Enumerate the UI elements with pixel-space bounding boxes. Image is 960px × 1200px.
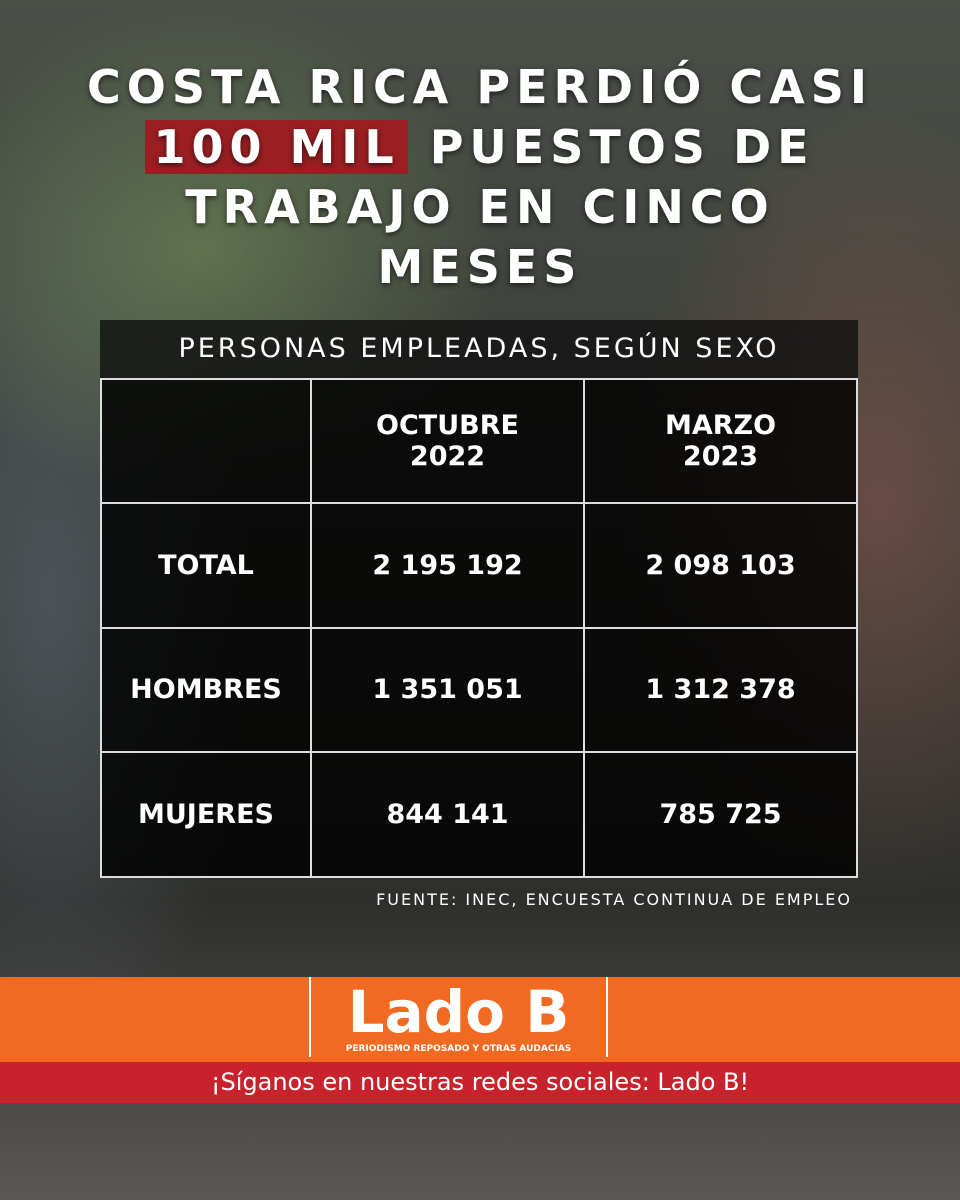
- source: FUENTE: INEC, ENCUESTA CONTINUA DE EMPLE…: [376, 890, 852, 909]
- cell: 1 312 378: [583, 626, 858, 754]
- cell: HOMBRES: [100, 626, 312, 754]
- title-line: TRABAJO EN CINCO: [185, 180, 775, 234]
- title-line: MESES: [377, 240, 583, 294]
- cell: 1 351 051: [310, 626, 585, 754]
- table: OCTUBRE 2022 MARZO 2023 TOTAL 2 195 192 2 09…: [100, 378, 858, 878]
- title-line: COSTA RICA PERDIÓ CASI: [87, 60, 873, 114]
- header-text: MARZO: [664, 410, 777, 441]
- brand-band: [0, 977, 960, 1062]
- divider: [606, 977, 608, 1057]
- header-text: 2022: [409, 441, 486, 472]
- cell: 2 098 103: [583, 502, 858, 629]
- table-caption: PERSONAS EMPLEADAS, SEGÚN SEXO: [100, 320, 858, 378]
- cell: 844 141: [310, 751, 585, 878]
- header-cell: OCTUBRE 2022: [310, 378, 585, 504]
- row: TOTAL 2 195 192 2 098 103: [100, 502, 858, 629]
- logo: Lado B: [347, 978, 570, 1046]
- header-cell: [100, 378, 312, 504]
- footer: ¡Síganos en nuestras redes sociales: Lad…: [0, 1062, 960, 1103]
- tagline: PERIODISMO REPOSADO Y OTRAS AUDACIAS: [345, 1044, 572, 1054]
- title-line: 100 MIL PUESTOS DE: [0, 120, 960, 174]
- divider: [309, 977, 311, 1057]
- cell: TOTAL: [100, 502, 312, 629]
- row: MUJERES 844 141 785 725: [100, 751, 858, 878]
- cell: 2 195 192: [310, 502, 585, 629]
- header-text: 2023: [682, 441, 759, 472]
- title-text: PUESTOS DE: [429, 120, 815, 174]
- cell: 785 725: [583, 751, 858, 878]
- title-highlight: 100 MIL: [145, 120, 408, 174]
- header-row: OCTUBRE 2022 MARZO 2023: [100, 378, 858, 504]
- cell: MUJERES: [100, 751, 312, 878]
- row: HOMBRES 1 351 051 1 312 378: [100, 626, 858, 754]
- header-cell: MARZO 2023: [583, 378, 858, 504]
- header-text: OCTUBRE: [376, 410, 519, 441]
